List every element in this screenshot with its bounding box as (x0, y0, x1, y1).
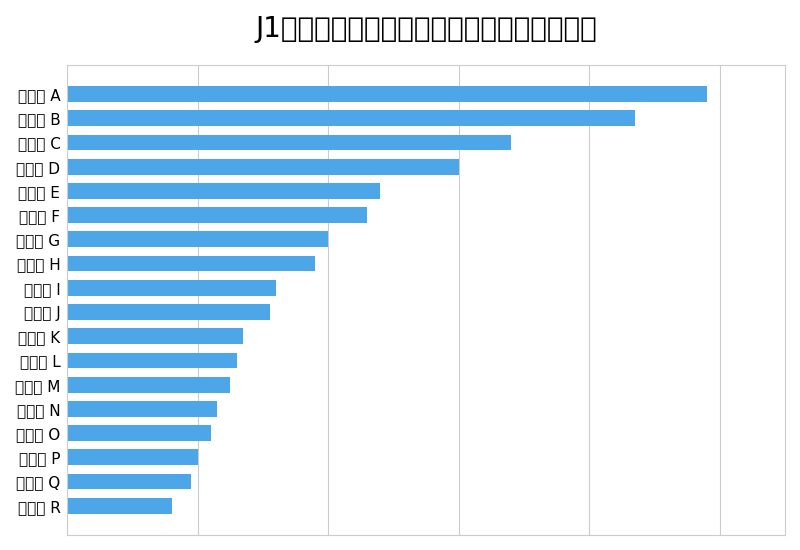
Bar (67, 232, 328, 247)
Title: J1のクラブ別お気に入り登録者数ランキング: J1のクラブ別お気に入り登録者数ランキング (255, 15, 597, 43)
Bar (67, 401, 218, 417)
Bar (67, 256, 315, 272)
Bar (67, 111, 635, 126)
Bar (67, 280, 276, 296)
Bar (67, 377, 230, 393)
Bar (67, 498, 172, 514)
Bar (67, 353, 237, 368)
Bar (67, 86, 706, 102)
Bar (67, 135, 511, 150)
Bar (67, 449, 198, 465)
Bar (67, 425, 211, 441)
Bar (67, 304, 270, 320)
Bar (67, 207, 367, 223)
Bar (67, 474, 191, 490)
Bar (67, 159, 458, 174)
Bar (67, 328, 243, 344)
Bar (67, 183, 381, 199)
